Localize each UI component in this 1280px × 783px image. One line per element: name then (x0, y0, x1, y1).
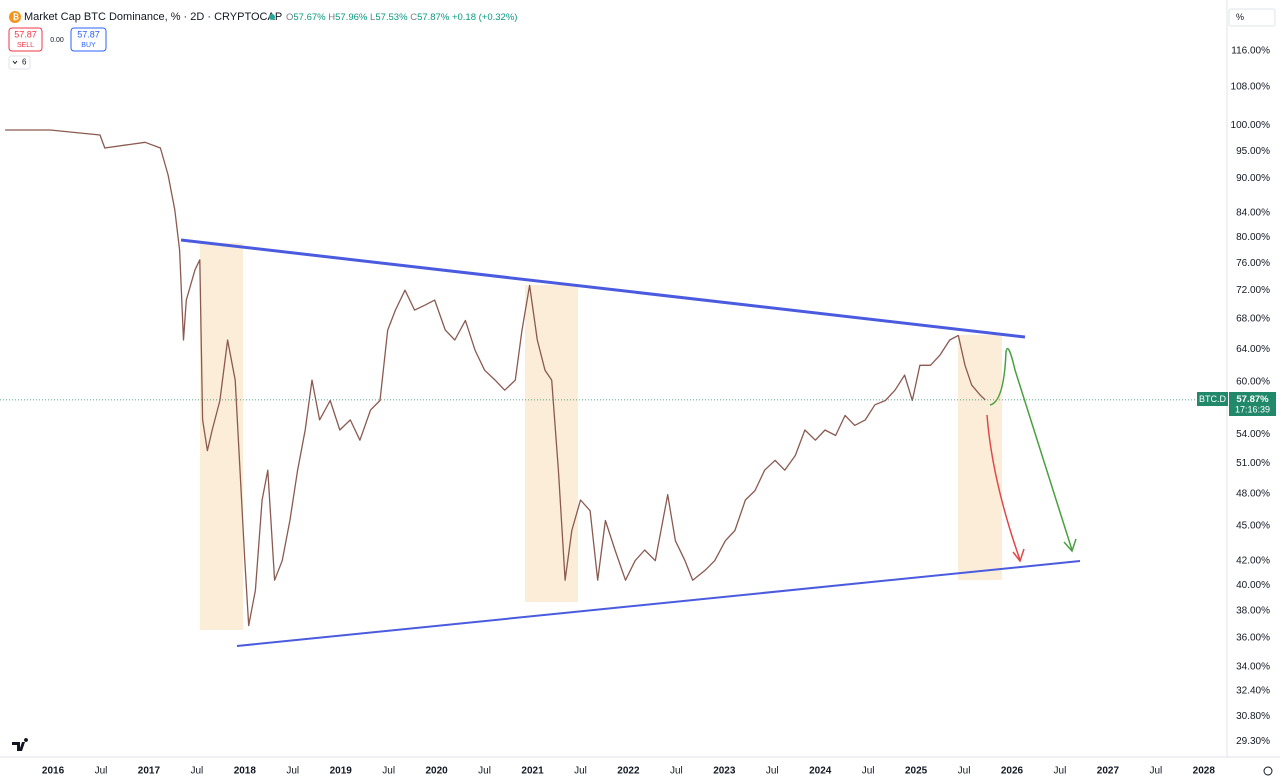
y-tick-label: 64.00% (1236, 344, 1270, 355)
highlight-zone (200, 243, 243, 630)
price-tag-label: BTC.D (1199, 394, 1227, 404)
buy-button[interactable] (70, 27, 107, 52)
x-tick-label: 2025 (905, 766, 928, 777)
x-tick-label: 2019 (330, 766, 353, 777)
price-value: 57.87% (1236, 394, 1269, 405)
x-tick-label: 2023 (713, 766, 736, 777)
ohlc-key: L (370, 12, 375, 23)
x-tick-label: 2026 (1001, 766, 1024, 777)
x-tick-label: Jul (190, 766, 203, 777)
spread: 0.00 (50, 37, 64, 44)
ohlc-value: 57.96% (335, 12, 368, 23)
x-tick-label: 2021 (521, 766, 544, 777)
symbol-icon-letter: ₿ (13, 13, 20, 22)
y-tick-label: 84.00% (1236, 208, 1270, 219)
indicators-toggle[interactable] (8, 55, 31, 70)
sell-price: 57.87 (14, 29, 37, 39)
buy-price: 57.87 (77, 29, 100, 39)
y-tick-label: 36.00% (1236, 633, 1270, 644)
x-tick-label: 2018 (234, 766, 257, 777)
y-tick-label: 32.40% (1236, 686, 1270, 697)
logo (12, 738, 29, 751)
x-tick-label: Jul (478, 766, 491, 777)
y-tick-label: 40.00% (1236, 580, 1270, 591)
y-tick-label: 30.80% (1236, 711, 1270, 722)
arrowhead (1063, 538, 1077, 553)
scale-label: % (1236, 12, 1244, 22)
y-tick-label: 51.00% (1236, 458, 1270, 469)
buy-label: BUY (81, 42, 96, 49)
y-tick-label: 90.00% (1236, 173, 1270, 184)
y-tick-label: 54.00% (1236, 429, 1270, 440)
highlight-zone (958, 335, 1002, 580)
x-tick-label: Jul (286, 766, 299, 777)
settings-icon[interactable] (1263, 766, 1273, 776)
arrowhead (1012, 548, 1025, 563)
y-tick-label: 108.00% (1231, 81, 1271, 92)
trendline (180, 238, 1026, 339)
price-line (5, 129, 986, 627)
status-dot (269, 14, 275, 20)
x-tick-label: Jul (862, 766, 875, 777)
x-tick-label: Jul (958, 766, 971, 777)
y-tick-label: 48.00% (1236, 488, 1270, 499)
y-tick-label: 68.00% (1236, 314, 1270, 325)
x-tick-label: Jul (95, 766, 108, 777)
x-tick-label: 2022 (617, 766, 640, 777)
y-tick-label: 29.30% (1236, 736, 1270, 747)
plot-area (0, 129, 1225, 627)
arrow (989, 347, 1073, 551)
y-tick-label: 45.00% (1236, 521, 1270, 532)
y-tick-label: 34.00% (1236, 661, 1270, 672)
x-tick-label: 2027 (1097, 766, 1120, 777)
y-tick-label: 100.00% (1231, 120, 1271, 131)
ohlc-change: +0.18 (+0.32%) (452, 12, 518, 23)
y-tick-label: 116.00% (1231, 46, 1270, 57)
x-tick-label: Jul (670, 766, 683, 777)
price-box (1229, 392, 1276, 416)
last-price: BTC.D 57.87% 17:16:39 (1197, 392, 1276, 416)
x-tick-label: 2020 (425, 766, 448, 777)
y-tick-label: 38.00% (1236, 606, 1270, 617)
x-tick-label: 2017 (138, 766, 161, 777)
x-tick-label: Jul (382, 766, 395, 777)
scale-button[interactable] (1228, 8, 1276, 27)
x-tick-label: Jul (574, 766, 587, 777)
y-tick-label: 80.00% (1236, 232, 1270, 243)
ohlc-value: 57.67% (293, 12, 326, 23)
ohlc: O57.67% H57.96% L57.53% C57.87% +0.18 (+… (286, 12, 517, 23)
y-tick-label: 72.00% (1236, 285, 1270, 296)
y-tick-label: 60.00% (1236, 376, 1270, 387)
x-tick-label: 2024 (809, 766, 832, 777)
symbol-icon (9, 11, 21, 23)
ohlc-key: H (328, 12, 335, 23)
x-tick-label: Jul (766, 766, 779, 777)
ohlc-value: 57.87% (417, 12, 450, 23)
y-tick-label: 95.00% (1236, 146, 1270, 157)
ohlc-key: O (286, 12, 293, 23)
price-tag (1197, 392, 1228, 406)
chart-title[interactable]: Market Cap BTC Dominance, % · 2D · CRYPT… (24, 11, 282, 23)
x-tick-label: Jul (1149, 766, 1162, 777)
chevron (12, 60, 18, 65)
trendline (236, 560, 1081, 647)
highlight-zone (525, 285, 578, 602)
y-tick-label: 76.00% (1236, 258, 1270, 269)
ohlc-value: 57.53% (375, 12, 408, 23)
x-tick-label: 2016 (42, 766, 65, 777)
y-tick-label: 42.00% (1236, 555, 1270, 566)
x-tick-label: Jul (1054, 766, 1067, 777)
sell-label: SELL (17, 42, 34, 49)
arrow (986, 414, 1021, 561)
countdown: 17:16:39 (1235, 404, 1270, 414)
x-tick-label: 2028 (1193, 766, 1216, 777)
sell-button[interactable] (8, 27, 43, 52)
indicator-count: 6 (22, 58, 27, 67)
ohlc-key: C (410, 12, 417, 23)
